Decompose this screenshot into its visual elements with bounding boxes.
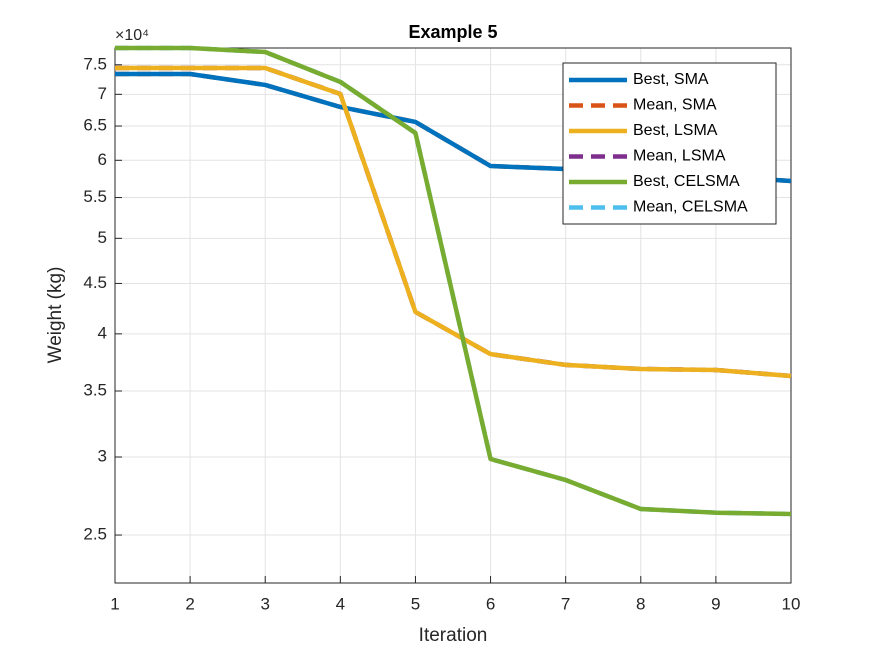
x-tick-label: 6 xyxy=(486,594,495,613)
x-tick-label: 1 xyxy=(110,594,119,613)
y-tick-label: 5.5 xyxy=(83,187,107,206)
y-tick-label: 6 xyxy=(98,150,107,169)
y-tick-label: 2.5 xyxy=(83,525,107,544)
x-axis-label: Iteration xyxy=(419,625,488,646)
y-tick-label: 6.5 xyxy=(83,116,107,135)
x-tick-label: 8 xyxy=(636,594,645,613)
y-tick-label: 4.5 xyxy=(83,273,107,292)
y-tick-label: 4 xyxy=(98,323,107,342)
x-tick-label: 7 xyxy=(561,594,570,613)
y-tick-label: 7 xyxy=(98,84,107,103)
series-line xyxy=(115,45,792,517)
x-tick-label: 4 xyxy=(336,594,345,613)
y-exponent: ×10⁴ xyxy=(115,27,149,44)
legend-label: Best, LSMA xyxy=(633,122,718,139)
x-tick-label: 9 xyxy=(711,594,720,613)
legend-label: Best, CELSMA xyxy=(633,173,740,190)
chart-title: Example 5 xyxy=(408,22,497,42)
x-tick-label: 3 xyxy=(260,594,269,613)
x-tick-label: 5 xyxy=(411,594,420,613)
legend-label: Mean, CELSMA xyxy=(633,199,748,216)
y-axis-label: Weight (kg) xyxy=(45,267,66,364)
legend-label: Mean, LSMA xyxy=(633,148,726,165)
series-line xyxy=(115,65,792,379)
y-tick-label: 5 xyxy=(98,228,107,247)
y-tick-label: 3 xyxy=(98,446,107,465)
x-tick-label: 2 xyxy=(185,594,194,613)
legend-box xyxy=(562,62,777,225)
x-tick-label: 10 xyxy=(782,594,801,613)
y-tick-label: 3.5 xyxy=(83,380,107,399)
legend-label: Best, SMA xyxy=(633,71,709,88)
axes-box xyxy=(114,47,792,584)
y-tick-label: 7.5 xyxy=(83,54,107,73)
legend-label: Mean, SMA xyxy=(633,97,717,114)
